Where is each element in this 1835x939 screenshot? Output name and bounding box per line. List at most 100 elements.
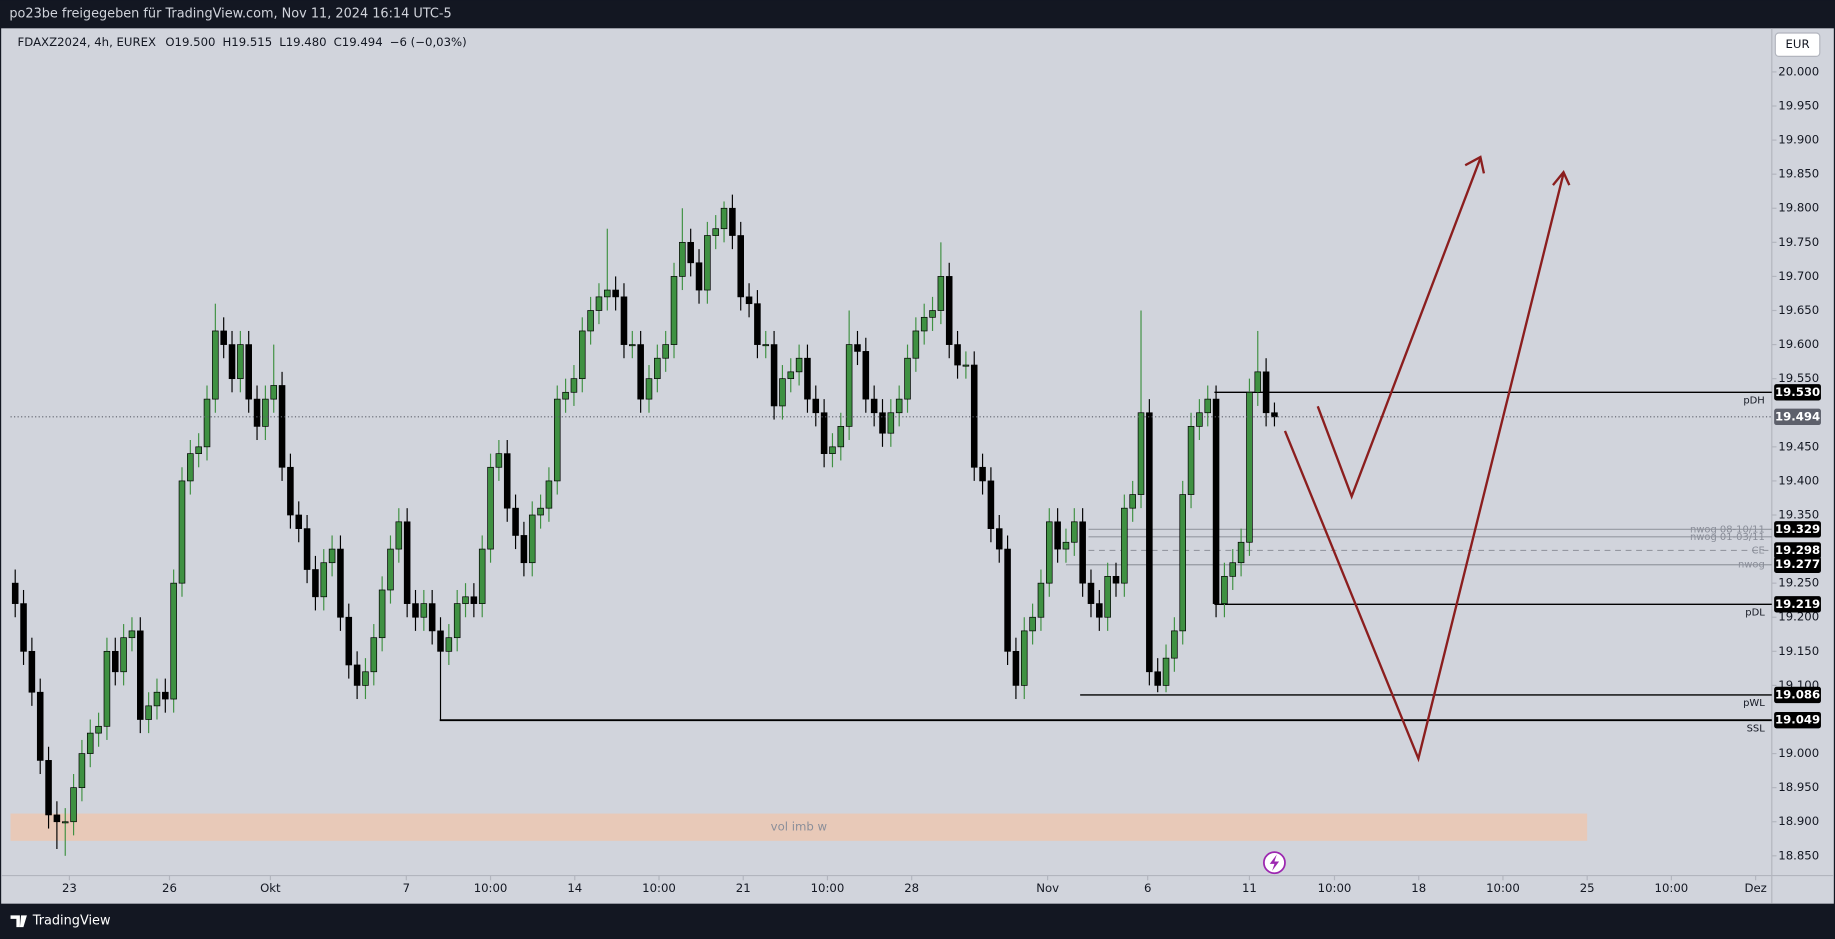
drawing-arrow: [1316, 157, 1482, 500]
x-tick-label: 18: [1411, 881, 1426, 895]
candle-body: [145, 705, 152, 720]
candle-body: [395, 521, 403, 550]
price-tag-label: 19.298: [1775, 543, 1820, 557]
price-tag: [1774, 542, 1821, 559]
candle-body: [904, 357, 911, 400]
candle-body: [61, 821, 69, 824]
replay-icon[interactable]: [1263, 851, 1286, 875]
candle-body: [579, 330, 586, 380]
price-tag: [1774, 521, 1821, 538]
candle-body: [912, 330, 920, 359]
x-tick-label: 10:00: [474, 881, 508, 895]
y-tick-label: 19.700: [1778, 269, 1819, 283]
x-tick-label: 6: [1144, 881, 1151, 895]
candle-body: [470, 596, 478, 604]
candle-body: [70, 787, 77, 823]
candle-body: [437, 630, 444, 652]
candle-body: [654, 357, 661, 380]
candle-body: [337, 548, 344, 618]
candle-body: [420, 603, 428, 618]
legend: FDAXZ2024, 4h, EUREX O19.500 H19.515 L19.4…: [18, 35, 467, 49]
candle-body: [187, 453, 194, 482]
candle-body: [1221, 575, 1228, 604]
candle-body: [954, 344, 961, 366]
candle-body: [45, 760, 52, 816]
plot: vol imb w 20.000 19.950 19.900 19.850 19.800 1…: [10, 64, 1821, 895]
candle-body: [887, 412, 895, 434]
candle-body: [1154, 671, 1161, 686]
price-tag-label: 19.530: [1775, 385, 1820, 399]
candle-body: [1046, 521, 1053, 584]
candle-body: [78, 753, 86, 789]
candle-body: [412, 603, 419, 618]
candle-body: [662, 344, 669, 359]
currency-button[interactable]: EUR: [1774, 32, 1821, 57]
candle-body: [11, 582, 19, 604]
y-tick-label: 19.750: [1778, 235, 1819, 249]
candle-body: [220, 330, 227, 345]
price-tag-label: 19.049: [1775, 713, 1820, 727]
x-tick-label: Dez: [1744, 881, 1766, 895]
y-tick-label: 19.000: [1778, 746, 1819, 760]
currency[interactable]: EUR: [1786, 37, 1810, 51]
zone: [10, 813, 1588, 841]
y-tick-label: 19.400: [1778, 473, 1819, 487]
candle-body: [870, 398, 878, 414]
level-label: pDL: [1745, 607, 1765, 618]
level-label: nwog: [1738, 560, 1765, 571]
candle-body: [1204, 398, 1212, 414]
candle-body: [1012, 650, 1020, 686]
candle-body: [854, 344, 861, 352]
price-tag: [1774, 556, 1821, 573]
candle-body: [520, 535, 528, 564]
candle-body: [1037, 582, 1045, 618]
candle-body: [545, 480, 553, 509]
candle-body: [712, 228, 719, 236]
legend-ohlc: H19.515: [222, 35, 272, 49]
candle-body: [745, 296, 753, 305]
level-label: CE: [1752, 545, 1765, 556]
x-tick-label: 28: [904, 881, 919, 895]
y-tick-label: 19.550: [1778, 371, 1819, 385]
candle-body: [195, 446, 202, 455]
candle-body: [845, 344, 853, 427]
candle-body: [979, 466, 986, 482]
y-tick-label: 19.600: [1778, 337, 1819, 351]
candle-body: [1229, 562, 1237, 577]
x-tick-label: 10:00: [1318, 881, 1352, 895]
candle-body: [270, 385, 277, 400]
drawing-arrow: [1283, 173, 1565, 763]
x-tick-label: 14: [567, 881, 582, 895]
candle-body: [320, 562, 328, 598]
price-tag-label: 19.219: [1775, 597, 1820, 611]
candle-body: [445, 637, 453, 652]
x-tick-label: 23: [62, 881, 77, 895]
candle-body: [1271, 412, 1278, 418]
candle-body: [1137, 412, 1145, 495]
candle-body: [920, 316, 928, 332]
candle-body: [128, 630, 136, 639]
candle-body: [1237, 541, 1245, 564]
candle-body: [495, 453, 503, 468]
candle-body: [203, 398, 211, 448]
candle-body: [562, 391, 569, 400]
candle-body: [153, 691, 161, 707]
candle-body: [503, 453, 511, 509]
price-tag-label: 19.277: [1775, 557, 1820, 571]
candle-body: [1146, 412, 1153, 673]
arrow-head: [1464, 155, 1486, 174]
x-tick-label: 10:00: [642, 881, 676, 895]
candle-body: [278, 385, 286, 468]
price-tag: [1774, 686, 1821, 704]
candle-body: [679, 241, 686, 277]
candle-body: [1187, 426, 1195, 495]
candle-body: [670, 276, 678, 345]
candle-body: [1162, 657, 1170, 686]
candle-body: [754, 303, 761, 345]
candle-body: [512, 507, 519, 536]
candle-body: [812, 398, 820, 414]
x-tick-label: 11: [1242, 881, 1257, 895]
candle-body: [453, 603, 461, 639]
candle-body: [178, 480, 186, 584]
candle-body: [245, 344, 252, 400]
